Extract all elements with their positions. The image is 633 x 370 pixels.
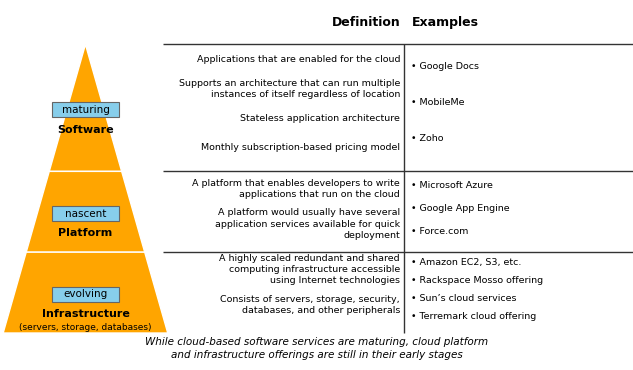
Text: Software: Software <box>57 125 114 135</box>
Text: Stateless application architecture: Stateless application architecture <box>240 114 400 123</box>
Text: nascent: nascent <box>65 209 106 219</box>
FancyBboxPatch shape <box>53 206 119 221</box>
Text: • Google App Engine: • Google App Engine <box>411 204 510 213</box>
Text: • Terremark cloud offering: • Terremark cloud offering <box>411 312 537 321</box>
Polygon shape <box>26 171 145 252</box>
Text: • Amazon EC2, S3, etc.: • Amazon EC2, S3, etc. <box>411 259 522 268</box>
Text: • MobileMe: • MobileMe <box>411 98 465 107</box>
Text: Supports an architecture that can run multiple
instances of itself regardless of: Supports an architecture that can run mu… <box>179 79 400 99</box>
Text: Definition: Definition <box>332 16 401 29</box>
Polygon shape <box>49 44 122 171</box>
Text: • Force.com: • Force.com <box>411 227 469 236</box>
Text: maturing: maturing <box>61 105 110 115</box>
Text: While cloud-based software services are maturing, cloud platform
and infrastruct: While cloud-based software services are … <box>145 337 488 360</box>
Text: Consists of servers, storage, security,
databases, and other peripherals: Consists of servers, storage, security, … <box>220 295 400 315</box>
Text: • Google Docs: • Google Docs <box>411 62 479 71</box>
Polygon shape <box>3 252 168 333</box>
Text: Platform: Platform <box>58 228 113 238</box>
Text: A highly scaled redundant and shared
computing infrastructure accessible
using I: A highly scaled redundant and shared com… <box>220 254 400 285</box>
Text: A platform would usually have several
application services available for quick
d: A platform would usually have several ap… <box>215 208 400 240</box>
Text: • Sun’s cloud services: • Sun’s cloud services <box>411 295 517 303</box>
FancyBboxPatch shape <box>53 287 119 302</box>
Text: (servers, storage, databases): (servers, storage, databases) <box>19 323 152 332</box>
Text: evolving: evolving <box>63 289 108 299</box>
Text: A platform that enables developers to write
applications that run on the cloud: A platform that enables developers to wr… <box>192 179 400 199</box>
Text: • Zoho: • Zoho <box>411 134 444 143</box>
Text: • Microsoft Azure: • Microsoft Azure <box>411 181 493 190</box>
Text: Applications that are enabled for the cloud: Applications that are enabled for the cl… <box>197 55 400 64</box>
Text: • Rackspace Mosso offering: • Rackspace Mosso offering <box>411 276 544 285</box>
Text: Examples: Examples <box>411 16 479 29</box>
FancyBboxPatch shape <box>53 102 119 117</box>
Text: Infrastructure: Infrastructure <box>42 309 129 319</box>
Text: Monthly subscription-based pricing model: Monthly subscription-based pricing model <box>201 143 400 152</box>
